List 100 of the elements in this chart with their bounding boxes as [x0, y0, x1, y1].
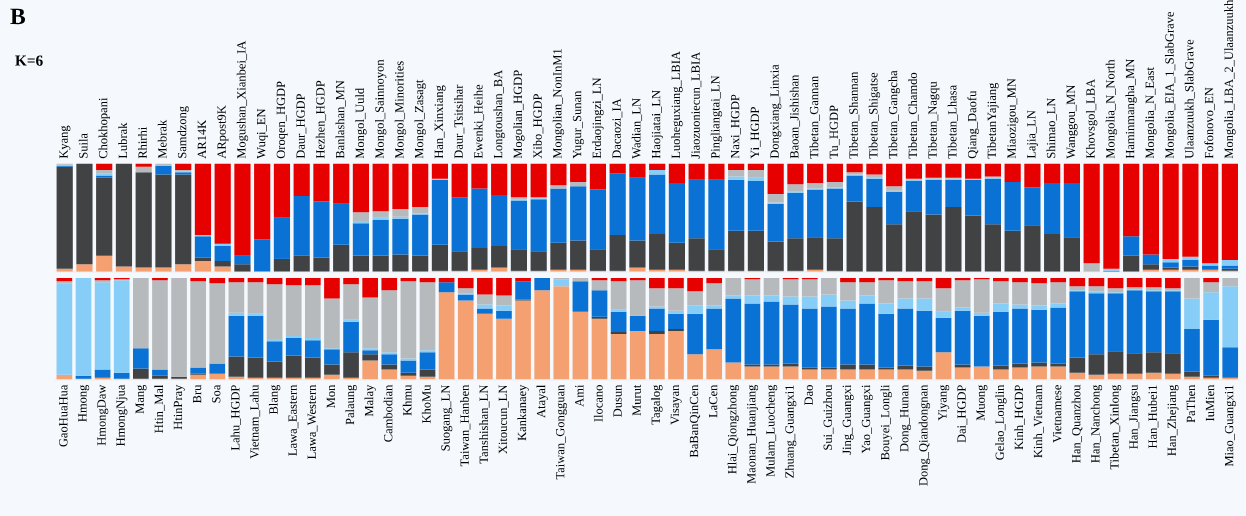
x-tick-label: BaBanQinCen: [689, 384, 701, 458]
x-tick-label: Mongol_Minorities: [394, 61, 407, 159]
x-tick-label: Tibetan_Gannan: [809, 76, 820, 159]
x-tick-label: Tibetan_Chamdo: [908, 72, 919, 159]
x-tick-label: Hmong: [78, 384, 90, 422]
chart-title: B: [10, 8, 26, 25]
x-tick-label: Palaung: [345, 384, 357, 425]
x-tick-label: Han_Hubei1: [1148, 385, 1159, 449]
x-tick-label: Longtoushan_BA: [493, 69, 505, 159]
x-tick-label: KhoMu: [421, 384, 431, 424]
x-tick-label: Kinh_Vietnam: [1033, 384, 1044, 458]
x-tick-label: Luoheguxiang_LBIA: [671, 51, 683, 159]
x-tick-label: Dongxiang_Linxia: [770, 64, 782, 159]
x-tick-label: Yi_HGDP: [750, 107, 761, 159]
x-tick-label: Yao_Guangxi: [861, 384, 873, 454]
x-tick-label: Ulaanzuukh_SlabGrave: [1184, 39, 1196, 159]
x-tick-label: Vietnam_Lahu: [249, 384, 261, 459]
x-tick-label: Xibo_HGDP: [533, 93, 544, 159]
x-tick-label: Han_Jiangsu: [1129, 384, 1141, 449]
x-tick-label: Fofonovo_EN: [1204, 87, 1215, 159]
x-tick-label: Tu_HGDP: [829, 105, 840, 159]
x-tick-label: Muong: [976, 384, 988, 421]
x-tick-label: Suogang_LN: [441, 384, 453, 451]
x-tick-label: Chokhopani: [98, 97, 110, 159]
x-tick-label: Shimao_LN: [1046, 97, 1057, 158]
x-tick-label: Dong_Hunan: [900, 384, 911, 452]
x-tick-label: AR14K: [197, 119, 206, 159]
x-tick-label: Mon: [326, 384, 336, 408]
x-tick-label: Lawa_Eastern: [288, 384, 299, 456]
x-tick-label: Khmu: [402, 384, 412, 416]
x-tick-label: Wadian_LN: [631, 98, 643, 159]
x-tick-label: Maonan_Huanjiang: [747, 384, 759, 484]
x-tick-label: Lahu_HGDP: [230, 385, 242, 451]
x-tick-label: Haojiatai_LN: [651, 90, 663, 159]
x-tick-label: Bouyei_Longli: [880, 384, 892, 460]
x-tick-label: Daur_HGDP: [296, 93, 307, 159]
x-tick-label: Mang: [135, 384, 147, 414]
x-tick-label: PaThen: [1186, 384, 1196, 423]
x-tick-label: Haminmangha_MN: [1125, 59, 1137, 159]
x-tick-label: Han_Quanzhou: [1071, 384, 1083, 463]
x-tick-label: Khovsgol_LBA: [1085, 78, 1098, 159]
x-tick-label: Sui_Guizhou: [823, 384, 834, 450]
x-tick-label: Blang: [268, 384, 281, 415]
x-tick-label: Dai_HGDP: [957, 385, 968, 443]
x-tick-label: Mongol_Sainnoyon: [375, 59, 387, 159]
x-tick-label: Kinh_HGDP: [1014, 385, 1025, 450]
x-tick-label: Mongolia_N_East: [1145, 67, 1157, 159]
x-tick-label: Yiyang: [938, 384, 950, 421]
x-tick-label: Han_Xinxiang: [434, 85, 446, 159]
x-tick-label: LaCen: [708, 384, 718, 418]
x-tick-label: HmongDaw: [97, 384, 109, 446]
x-tick-label: Kyang: [59, 125, 71, 159]
x-tick-label: Mongolia_LBA_2_Ulaanzuukh: [1224, 0, 1236, 159]
x-tick-label: Tanshishan_LN: [479, 384, 490, 464]
x-tick-label: Dacaozi_IA: [612, 98, 623, 159]
x-tick-label: ARpost9K: [217, 105, 229, 159]
x-tick-label: Ilocano: [593, 385, 603, 422]
x-tick-label: Mongolia_EIA_1_SlabGrave: [1164, 11, 1177, 159]
x-tick-label: Lawa_Western: [307, 384, 318, 459]
x-tick-label: Miaozigou_MN: [1007, 78, 1019, 159]
x-tick-label: Erdaojingzi_LN: [592, 77, 604, 159]
x-tick-label: Mongolian_NonInM1: [552, 49, 565, 159]
x-tick-label: Tibetan_Gangcha: [888, 70, 900, 159]
x-tick-label: Banlashan_MN: [335, 80, 346, 159]
x-tick-label: Lubrak: [118, 122, 128, 159]
x-tick-label: Dao: [804, 385, 813, 406]
x-tick-label: Malay: [364, 384, 376, 417]
x-tick-label: Dusun: [613, 384, 622, 417]
x-tick-label: Hezhen_HGDP: [315, 80, 327, 159]
text: K=6: [15, 55, 43, 66]
x-tick-label: Yugur_Sunan: [572, 90, 584, 159]
x-tick-label: Mongolia_N_North: [1105, 59, 1118, 159]
x-tick-label: Xitoucun_LN: [498, 384, 509, 454]
x-tick-label: Qiang_Daofu: [967, 90, 979, 159]
x-tick-label: Mulam_Luocheng: [765, 384, 778, 477]
x-tick-label: Ewenki_Heihe: [473, 84, 485, 159]
x-tick-label: Kankanaey: [517, 384, 529, 441]
x-tick-label: Cambodian: [383, 384, 393, 442]
x-tick-label: Dong_Qiandongnan: [918, 384, 931, 486]
x-tick-label: Han_Nanchong: [1090, 384, 1103, 463]
x-tick-label: Mongol_Zasagt: [414, 79, 426, 159]
x-tick-label: Tibetan_Nagqu: [927, 81, 940, 159]
x-tick-label: Jiaozuoniecun_LBIA: [691, 51, 702, 159]
x-tick-label: Han_Zhejiang: [1167, 384, 1179, 456]
x-tick-label: Visayan: [670, 384, 682, 425]
x-tick-label: Hlai_Qiongzhong: [727, 384, 739, 474]
x-tick-label: Murut: [632, 384, 641, 416]
x-tick-label: Soa: [212, 384, 221, 403]
x-tick-label: Pingliangtai_LN: [710, 75, 723, 159]
x-tick-label: Mogushan_Xianbei_IA: [236, 40, 249, 159]
x-tick-label: Baoan_Jishishan: [789, 74, 801, 159]
x-tick-label: Tibetan_Shannan: [848, 71, 860, 159]
x-tick-label: HtinPray: [173, 384, 185, 430]
x-tick-label: Daur_Tsitsihar: [454, 84, 465, 159]
x-tick-label: Oroqen_HGDP: [276, 81, 288, 159]
x-tick-label: Taiwan_Gongguan: [555, 384, 567, 480]
x-tick-label: Mongol_Uuld: [355, 88, 367, 159]
x-tick-label: Tibetan_Lhasa: [947, 85, 959, 159]
x-tick-label: Vietnamese: [1052, 385, 1062, 443]
x-tick-label: Suila: [78, 133, 88, 158]
